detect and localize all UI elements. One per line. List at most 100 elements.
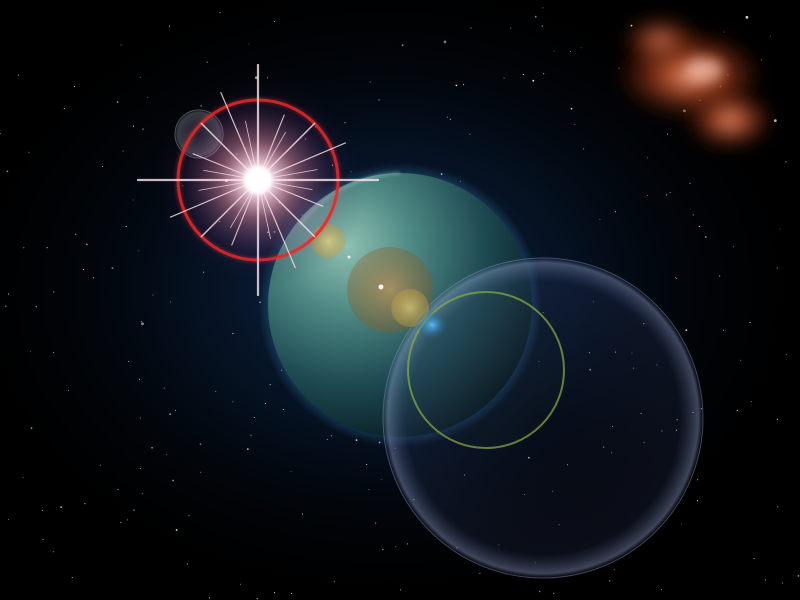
star <box>290 470 292 472</box>
star <box>401 44 404 47</box>
star <box>733 246 735 248</box>
star <box>168 25 170 27</box>
star <box>570 107 573 110</box>
star <box>553 592 555 594</box>
star <box>609 580 611 582</box>
star <box>469 133 471 135</box>
sun-core-center <box>251 173 265 187</box>
star <box>676 277 678 279</box>
star <box>170 301 172 303</box>
star <box>132 125 135 127</box>
star <box>92 277 95 279</box>
star <box>52 551 54 553</box>
star <box>264 403 266 405</box>
star <box>599 218 601 220</box>
star <box>395 546 397 548</box>
star <box>463 84 465 86</box>
star <box>63 108 65 110</box>
star <box>73 85 75 87</box>
star <box>449 118 451 120</box>
star <box>84 503 86 505</box>
star <box>378 99 380 101</box>
star <box>553 50 555 52</box>
star <box>753 558 755 560</box>
star <box>447 116 449 118</box>
star <box>745 15 749 19</box>
star <box>67 389 70 391</box>
star <box>138 250 140 252</box>
star <box>139 467 141 470</box>
star <box>569 50 572 53</box>
star <box>166 453 168 455</box>
star <box>680 523 682 525</box>
star <box>200 471 202 473</box>
star <box>769 35 771 37</box>
star <box>120 44 122 46</box>
star <box>736 409 738 411</box>
star <box>52 351 54 354</box>
star <box>147 96 149 98</box>
lens-flare-large-bubble <box>383 258 703 578</box>
star <box>330 435 332 437</box>
star <box>188 515 190 517</box>
star <box>750 400 752 402</box>
star <box>256 598 258 600</box>
star <box>614 211 617 213</box>
star <box>470 27 472 29</box>
star <box>542 7 544 9</box>
star <box>141 493 143 495</box>
star <box>797 575 800 577</box>
star <box>85 243 88 246</box>
star <box>666 194 668 196</box>
star <box>326 438 328 440</box>
star <box>82 268 85 271</box>
star <box>667 133 669 135</box>
star <box>782 582 784 584</box>
star <box>172 479 175 482</box>
star <box>722 329 725 331</box>
star <box>28 151 30 153</box>
star <box>142 128 144 130</box>
star <box>776 267 778 269</box>
star <box>613 569 615 571</box>
star <box>407 543 409 545</box>
star <box>60 506 63 508</box>
star <box>232 401 234 403</box>
star <box>199 443 202 446</box>
star <box>689 182 691 184</box>
star <box>253 416 255 419</box>
star <box>122 150 124 152</box>
star <box>375 522 377 524</box>
star <box>169 413 172 416</box>
star <box>543 73 545 75</box>
star <box>126 519 129 521</box>
star <box>539 591 541 593</box>
star <box>541 25 543 27</box>
star <box>764 579 766 581</box>
star <box>125 225 127 227</box>
star <box>692 214 694 216</box>
star <box>785 354 787 356</box>
star <box>186 563 188 565</box>
star <box>4 305 7 308</box>
star <box>777 506 779 508</box>
star <box>6 170 9 173</box>
star <box>141 322 144 326</box>
star <box>22 477 24 479</box>
star <box>53 291 55 293</box>
star <box>302 513 304 515</box>
lens-flare-green-ring <box>407 291 565 449</box>
star <box>116 101 119 103</box>
star <box>698 225 700 227</box>
star <box>42 538 44 541</box>
star <box>580 47 582 49</box>
lens-flare-blue-spot <box>416 311 448 339</box>
star <box>660 588 663 591</box>
star <box>140 321 142 323</box>
star <box>740 359 742 361</box>
star <box>685 329 688 332</box>
star <box>75 233 77 235</box>
star <box>7 293 10 295</box>
